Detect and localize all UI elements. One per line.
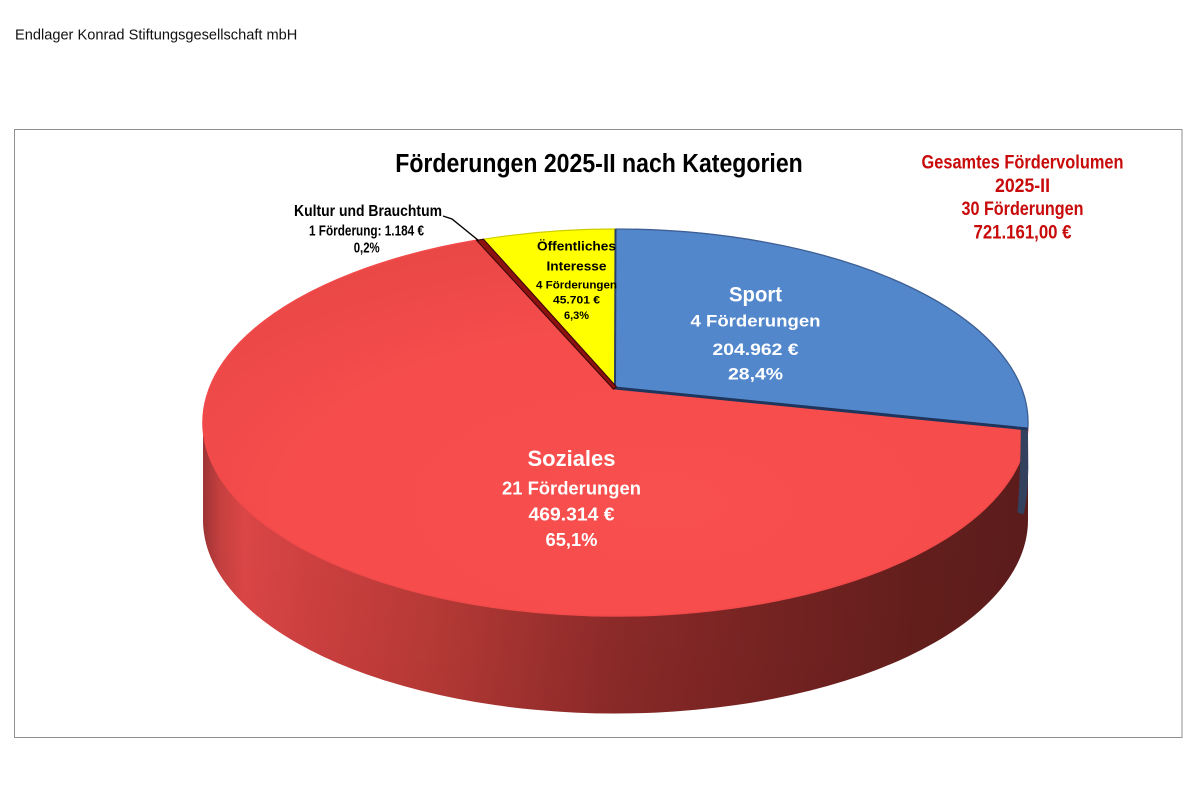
svg-text:Kultur und Brauchtum: Kultur und Brauchtum <box>294 203 442 220</box>
svg-text:45.701 €: 45.701 € <box>553 294 601 306</box>
svg-text:Förderungen 2025-II nach Kateg: Förderungen 2025-II nach Kategorien <box>395 150 803 178</box>
svg-text:2025-II: 2025-II <box>995 175 1050 197</box>
svg-text:6,3%: 6,3% <box>564 310 589 322</box>
svg-text:Interesse: Interesse <box>547 260 607 274</box>
svg-text:0,2%: 0,2% <box>354 239 380 256</box>
svg-text:Gesamtes Fördervolumen: Gesamtes Fördervolumen <box>922 152 1124 174</box>
svg-text:21 Förderungen: 21 Förderungen <box>502 479 641 499</box>
svg-text:Öffentliches: Öffentliches <box>537 239 616 254</box>
svg-text:1 Förderung: 1.184 €: 1 Förderung: 1.184 € <box>309 222 425 239</box>
svg-text:Endlager Konrad Stiftungsgesel: Endlager Konrad Stiftungsgesellschaft mb… <box>15 28 297 44</box>
svg-text:469.314 €: 469.314 € <box>529 505 615 525</box>
svg-text:Soziales: Soziales <box>528 446 616 471</box>
svg-text:28,4%: 28,4% <box>728 365 783 384</box>
svg-text:Sport: Sport <box>729 284 782 307</box>
svg-text:30 Förderungen: 30 Förderungen <box>962 198 1084 220</box>
svg-text:4 Förderungen: 4 Förderungen <box>536 279 617 291</box>
svg-text:65,1%: 65,1% <box>546 530 598 550</box>
svg-text:4 Förderungen: 4 Förderungen <box>691 312 821 331</box>
svg-text:721.161,00 €: 721.161,00 € <box>974 221 1072 243</box>
svg-text:204.962 €: 204.962 € <box>713 340 800 359</box>
